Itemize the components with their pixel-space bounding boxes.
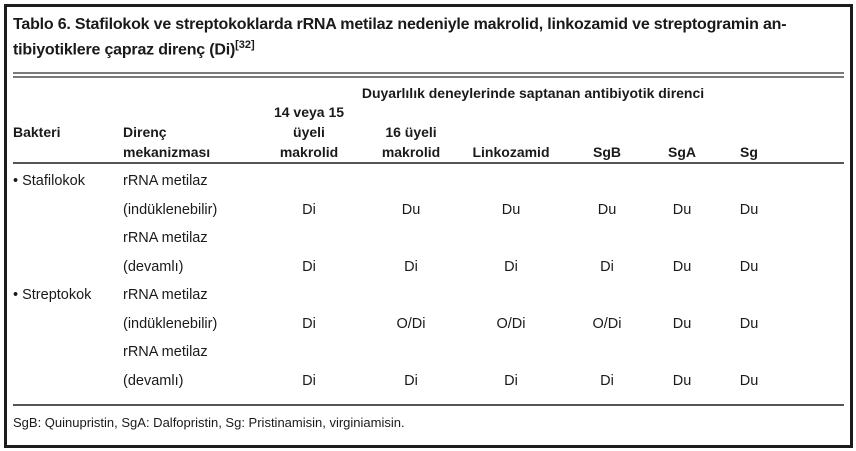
column-header-linkozamid: Linkozamid — [472, 144, 550, 161]
table-row: • Stafilokok rRNA metilaz — [13, 167, 844, 196]
table-body: • Stafilokok rRNA metilaz (indüklenebili… — [13, 164, 844, 404]
value-cell — [255, 281, 363, 310]
group-column-header: Duyarlılık deneylerinde saptanan antibiy… — [361, 85, 705, 102]
bacteria-cell — [13, 196, 115, 225]
table-title: Tablo 6. Stafilokok ve streptokoklarda r… — [13, 14, 844, 60]
double-rule — [13, 72, 844, 79]
bacteria-cell: • Stafilokok — [13, 173, 85, 190]
mechanism-cell: (indüklenebilir) — [123, 201, 218, 218]
value-cell — [563, 167, 651, 196]
value-cell — [255, 338, 363, 367]
bacteria-cell — [13, 224, 115, 253]
value-cell — [363, 167, 459, 196]
value-cell: Di — [302, 258, 316, 275]
table-row: (indüklenebilir) Di O/Di O/Di O/Di Du Du — [13, 310, 844, 339]
value-cell: Du — [672, 372, 692, 389]
table-header: Duyarlılık deneylerinde saptanan antibiy… — [13, 78, 844, 165]
column-header-sg: Sg — [740, 144, 758, 161]
mechanism-cell: rRNA metilaz — [123, 230, 208, 247]
column-header-16-uyeli-makrolid: 16 üyeli makrolid — [381, 124, 441, 161]
value-cell: O/Di — [496, 315, 526, 332]
value-cell: Di — [504, 258, 518, 275]
value-cell: Di — [302, 372, 316, 389]
table-title-line2: tibiyotiklere çapraz direnç (Di)[32] — [13, 39, 255, 59]
value-cell — [651, 281, 713, 310]
value-cell — [713, 338, 785, 367]
value-cell — [651, 224, 713, 253]
value-cell: O/Di — [396, 315, 426, 332]
table-row: rRNA metilaz — [13, 224, 844, 253]
value-cell: Du — [401, 201, 421, 218]
value-cell — [363, 224, 459, 253]
value-cell — [563, 338, 651, 367]
value-cell — [713, 224, 785, 253]
value-cell: Du — [501, 201, 521, 218]
value-cell: Di — [404, 372, 418, 389]
value-cell — [459, 224, 563, 253]
table-footnote: SgB: Quinupristin, SgA: Dalfopristin, Sg… — [13, 404, 844, 431]
value-cell: O/Di — [592, 315, 622, 332]
value-cell — [713, 281, 785, 310]
mechanism-cell: rRNA metilaz — [123, 287, 208, 304]
value-cell — [651, 338, 713, 367]
value-cell — [255, 224, 363, 253]
value-cell: Du — [739, 258, 759, 275]
value-cell: Du — [672, 315, 692, 332]
value-cell — [713, 167, 785, 196]
value-cell: Du — [672, 258, 692, 275]
value-cell — [459, 281, 563, 310]
value-cell — [459, 338, 563, 367]
value-cell: Du — [739, 201, 759, 218]
mechanism-cell: rRNA metilaz — [123, 173, 208, 190]
table-title-line1: Tablo 6. Stafilokok ve streptokoklarda r… — [13, 16, 787, 33]
value-cell — [255, 167, 363, 196]
table-row: • Streptokok rRNA metilaz — [13, 281, 844, 310]
table-row: (devamlı) Di Di Di Di Du Du — [13, 367, 844, 396]
bacteria-cell — [13, 367, 115, 396]
value-cell: Di — [600, 258, 614, 275]
value-cell: Du — [597, 201, 617, 218]
mechanism-cell: (indüklenebilir) — [123, 315, 218, 332]
value-cell: Du — [672, 201, 692, 218]
mechanism-cell: (devamlı) — [123, 258, 184, 275]
value-cell: Di — [504, 372, 518, 389]
column-header-sga: SgA — [668, 144, 696, 161]
value-cell: Di — [404, 258, 418, 275]
column-header-bakteri: Bakteri — [13, 124, 61, 141]
table-row: (indüklenebilir) Di Du Du Du Du Du — [13, 196, 844, 225]
value-cell — [459, 167, 563, 196]
value-cell: Di — [600, 372, 614, 389]
value-cell: Du — [739, 372, 759, 389]
mechanism-cell: rRNA metilaz — [123, 344, 208, 361]
mechanism-cell: (devamlı) — [123, 372, 184, 389]
value-cell — [651, 167, 713, 196]
column-header-sgb: SgB — [593, 144, 621, 161]
bacteria-cell: • Streptokok — [13, 287, 92, 304]
table-frame: Tablo 6. Stafilokok ve streptokoklarda r… — [4, 4, 853, 448]
value-cell: Di — [302, 315, 316, 332]
bacteria-cell — [13, 338, 115, 367]
value-cell: Du — [739, 315, 759, 332]
bacteria-cell — [13, 253, 115, 282]
value-cell — [563, 281, 651, 310]
value-cell — [363, 338, 459, 367]
value-cell — [563, 224, 651, 253]
reference-superscript: [32] — [235, 39, 255, 51]
table-row: rRNA metilaz — [13, 338, 844, 367]
value-cell — [363, 281, 459, 310]
table-row: (devamlı) Di Di Di Di Du Du — [13, 253, 844, 282]
bacteria-cell — [13, 310, 115, 339]
column-header-14-15-uyeli-makrolid: 14 veya 15 üyeli makrolid — [273, 104, 345, 161]
value-cell: Di — [302, 201, 316, 218]
column-header-direnc-mekanizmasi: Direnç mekanizması — [123, 124, 211, 161]
